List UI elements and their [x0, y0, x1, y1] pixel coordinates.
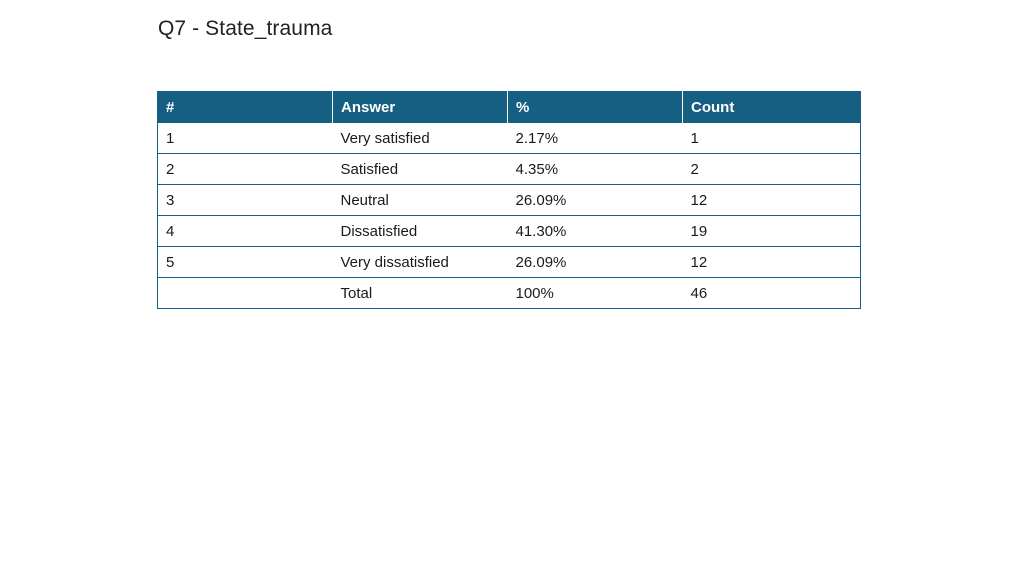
cell-count: 2: [690, 160, 699, 178]
cell-count: 19: [690, 222, 708, 240]
page-title: Q7 - State_trauma: [158, 17, 333, 40]
cell-answer: Very satisfied: [340, 129, 430, 147]
cell-answer: Total: [340, 284, 373, 302]
table-row: 2 Satisfied 4.35% 2: [157, 153, 861, 185]
cell-percent: 4.35%: [515, 160, 559, 178]
table-row: 5 Very dissatisfied 26.09% 12: [157, 246, 861, 278]
header-answer: Answer: [332, 91, 508, 123]
cell-answer: Very dissatisfied: [340, 253, 449, 271]
cell-answer: Satisfied: [340, 160, 399, 178]
cell-count: 12: [690, 191, 708, 209]
table-header-row: # Answer % Count: [157, 91, 861, 123]
cell-percent: 41.30%: [515, 222, 567, 240]
cell-percent: 26.09%: [515, 253, 567, 271]
cell-num: 5: [166, 253, 175, 271]
header-num: #: [157, 91, 333, 123]
cell-num: [158, 278, 333, 309]
cell-num: 2: [166, 160, 175, 178]
table-row: 3 Neutral 26.09% 12: [157, 184, 861, 216]
cell-percent: 2.17%: [515, 129, 559, 147]
cell-percent: 26.09%: [515, 191, 567, 209]
cell-count: 12: [690, 253, 708, 271]
cell-count: 1: [690, 129, 699, 147]
header-percent: %: [507, 91, 683, 123]
results-table: # Answer % Count 1 Very satisfied 2.17% …: [157, 91, 861, 309]
cell-answer: Dissatisfied: [340, 222, 418, 240]
cell-num: 4: [166, 222, 175, 240]
cell-num: 1: [166, 129, 175, 147]
cell-percent: 100%: [515, 284, 554, 302]
cell-num: 3: [166, 191, 175, 209]
table-total-row: Total 100% 46: [157, 277, 861, 309]
table-row: 1 Very satisfied 2.17% 1: [157, 123, 861, 154]
table-row: 4 Dissatisfied 41.30% 19: [157, 215, 861, 247]
cell-count: 46: [690, 284, 708, 302]
header-count: Count: [682, 91, 861, 123]
cell-answer: Neutral: [340, 191, 389, 209]
